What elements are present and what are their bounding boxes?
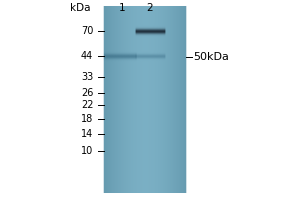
Text: 10: 10 [81,146,93,156]
Text: kDa: kDa [70,3,90,13]
Text: 2: 2 [147,3,153,13]
Text: 18: 18 [81,114,93,124]
Text: 22: 22 [81,100,93,110]
Text: 26: 26 [81,88,93,98]
Text: 50kDa: 50kDa [193,52,229,62]
Text: 1: 1 [118,3,125,13]
Text: 44: 44 [81,51,93,61]
Text: 33: 33 [81,72,93,82]
Text: 14: 14 [81,129,93,139]
Text: 70: 70 [81,26,93,36]
